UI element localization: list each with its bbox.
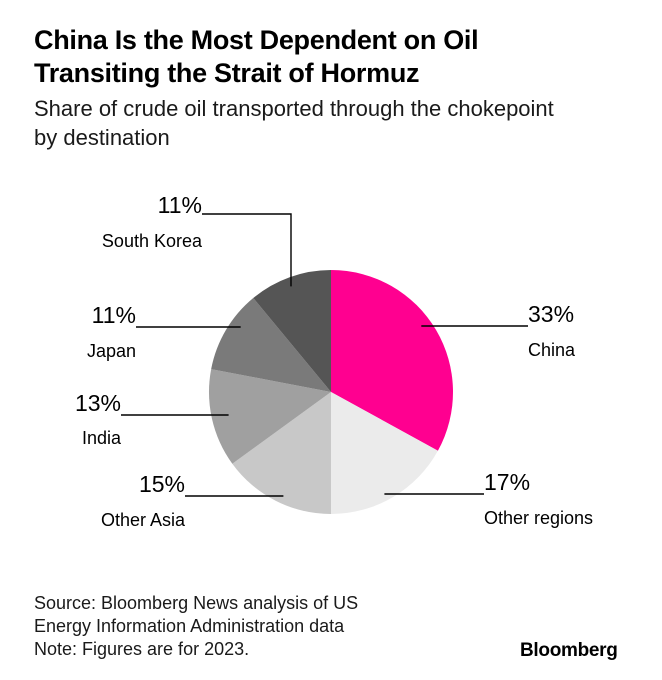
chart-title-line-1: China Is the Most Dependent on Oil [34, 25, 479, 55]
chart-subtitle-line-1: Share of crude oil transported through t… [34, 96, 554, 121]
slice-label-other-regions: Other regions [484, 508, 593, 528]
pie-slices [208, 270, 453, 514]
slice-value-south-korea: 11% [158, 192, 202, 218]
chart-title-line-2: Transiting the Strait of Hormuz [34, 58, 420, 88]
slice-label-china: China [528, 340, 576, 360]
bloomberg-logo: Bloomberg [520, 640, 618, 661]
pie-slice-japan [211, 298, 331, 392]
slice-value-india: 13% [75, 390, 121, 416]
source-line-1: Source: Bloomberg News analysis of US [34, 593, 359, 613]
slice-value-japan: 11% [92, 302, 136, 328]
slice-label-south-korea: South Korea [102, 231, 203, 251]
pie-slice-south-korea [253, 270, 331, 392]
slice-value-china: 33% [528, 301, 574, 327]
pie-slice-other-asia [232, 392, 331, 514]
chart-subtitle: Share of crude oil transported through t… [34, 94, 644, 152]
slice-labels: 33% China 17% Other regions 15% Other Asia 13%… [75, 192, 593, 530]
slice-label-other-asia: Other Asia [101, 510, 186, 530]
slice-label-japan: Japan [87, 341, 136, 361]
footnote: Source: Bloomberg News analysis of US En… [34, 592, 358, 661]
note-line: Note: Figures are for 2023. [34, 639, 250, 659]
slice-value-other-asia: 15% [139, 471, 185, 497]
pie-slice-other-regions [331, 392, 438, 514]
pie-slice-china [331, 270, 453, 451]
slice-value-other-regions: 17% [484, 469, 530, 495]
source-line-2: Energy Information Administration data [34, 616, 345, 636]
slice-label-india: India [82, 428, 122, 448]
pie-slice-india [208, 369, 331, 464]
chart-title: China Is the Most Dependent on Oil Trans… [34, 24, 644, 90]
leader-line-south-korea [202, 213, 292, 287]
leader-lines [121, 213, 528, 497]
chart-subtitle-line-2: by destination [34, 125, 170, 150]
